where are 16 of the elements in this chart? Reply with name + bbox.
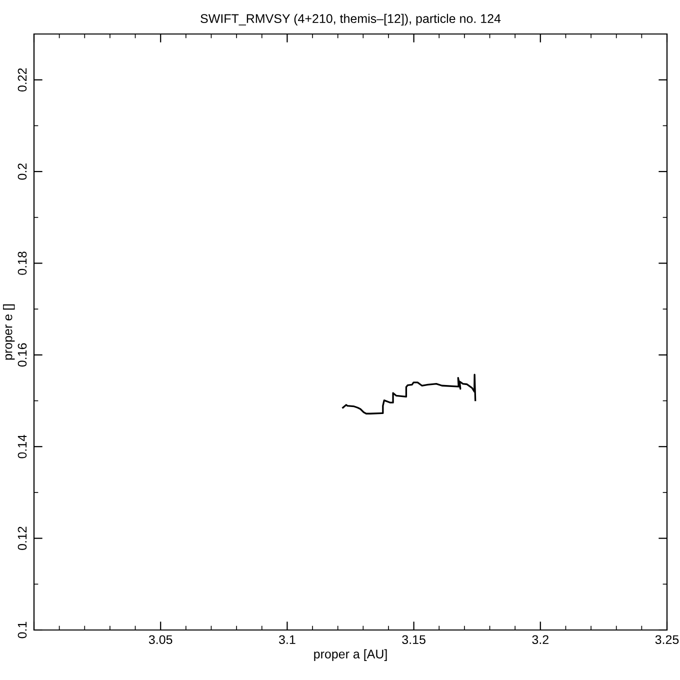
x-tick-label: 3.25 bbox=[655, 635, 679, 644]
y-tick-label: 0.18 bbox=[18, 252, 27, 275]
x-tick-label: 3.15 bbox=[402, 635, 426, 644]
x-axis-title: proper a [AU] bbox=[314, 649, 387, 661]
x-tick-label: 3.05 bbox=[148, 635, 172, 644]
y-tick-label: 0.1 bbox=[18, 622, 27, 638]
y-tick-label: 0.16 bbox=[18, 343, 27, 367]
x-tick-label: 3.1 bbox=[278, 635, 296, 644]
y-axis-title: proper e [] bbox=[3, 304, 15, 360]
y-tick-label: 0.14 bbox=[18, 434, 27, 458]
y-tick-label: 0.22 bbox=[18, 68, 27, 92]
y-tick-label: 0.12 bbox=[18, 526, 27, 550]
x-tick-label: 3.2 bbox=[532, 635, 548, 644]
line-series bbox=[342, 374, 476, 414]
chart-title: SWIFT_RMVSY (4+210, themis–[12]), particle no. 124 bbox=[200, 14, 501, 26]
y-tick-label: 0.2 bbox=[18, 163, 27, 180]
